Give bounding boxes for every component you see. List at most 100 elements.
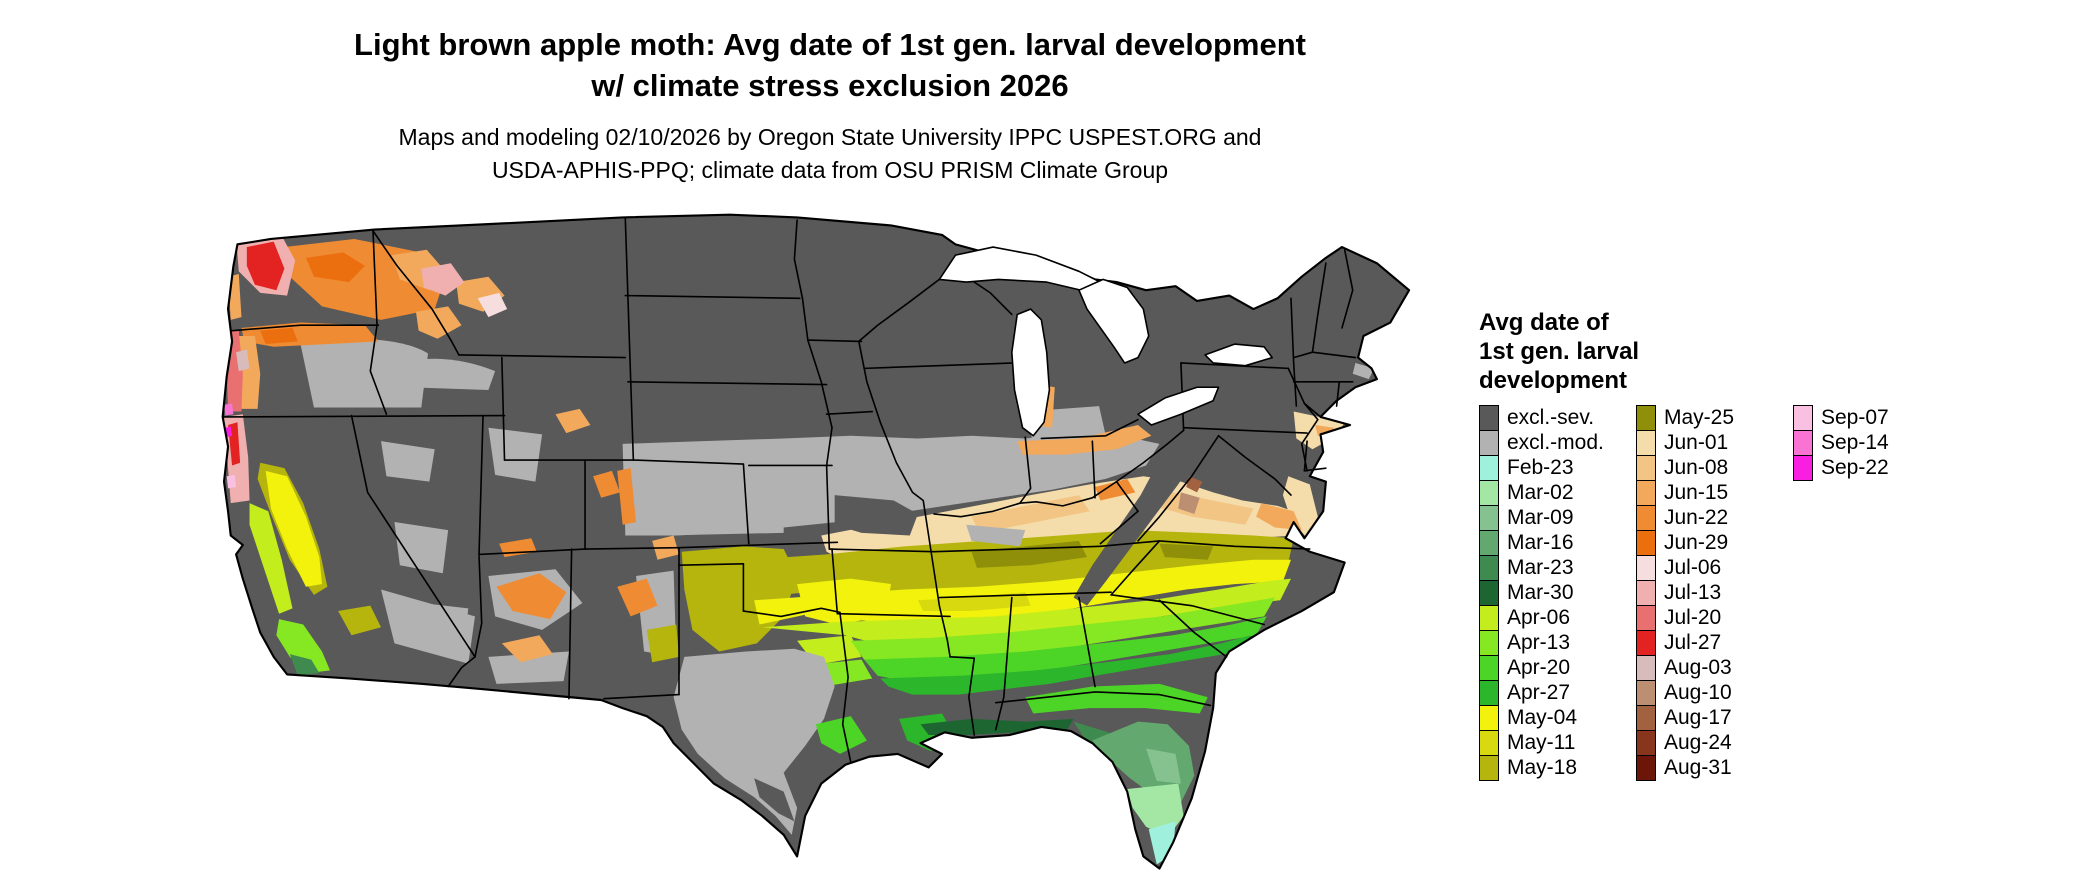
us-map (220, 212, 1448, 882)
legend-row: Aug-31 (1636, 755, 1793, 781)
legend-swatch-mar16 (1479, 530, 1499, 556)
legend-row: Aug-03 (1636, 655, 1793, 681)
map-subtitle-line2: USDA-APHIS-PPQ; climate data from OSU PR… (491, 157, 1169, 183)
map-region-mar09 (1146, 748, 1181, 784)
legend-row: Mar-30 (1479, 580, 1636, 606)
legend-label: May-18 (1507, 756, 1578, 779)
map-region-excl-mod (488, 651, 569, 684)
map-region-aug17 (1186, 476, 1203, 493)
map-region-excl-mod (673, 648, 835, 835)
legend-title-line1: Avg date of (1479, 309, 1609, 336)
legend-label: Mar-23 (1507, 556, 1574, 579)
map-region-jul27 (246, 241, 285, 291)
map-region-jun15 (555, 408, 591, 434)
legend-row: Jun-01 (1636, 430, 1793, 456)
legend-label: Jun-08 (1664, 456, 1729, 479)
map-region-excl-mod (381, 441, 435, 482)
map-region-excl-mod (662, 508, 784, 536)
legend-column-3: Sep-07 Sep-14 Sep-22 (1793, 405, 1950, 481)
legend-row: Sep-14 (1793, 430, 1950, 456)
map-region-apr13 (276, 619, 331, 674)
legend-swatch-jul27 (1636, 630, 1656, 656)
legend-row: Jun-22 (1636, 505, 1793, 531)
legend-swatch-may25 (1636, 405, 1656, 431)
legend-row: Sep-07 (1793, 405, 1950, 431)
map-region-aug10 (1178, 492, 1200, 514)
legend-swatch-mar09 (1479, 505, 1499, 531)
legend-row: Jul-06 (1636, 555, 1793, 581)
legend-label: Mar-02 (1507, 481, 1574, 504)
legend-label: Jul-06 (1664, 556, 1722, 579)
legend-row: May-04 (1479, 705, 1636, 731)
map-region-excl-mod (394, 522, 449, 574)
legend-label: Jun-01 (1664, 431, 1729, 454)
map-region-jul13 (421, 263, 465, 296)
legend-label: Jul-27 (1664, 631, 1722, 654)
lake-ontario (1204, 343, 1273, 367)
legend-label: Sep-22 (1821, 456, 1889, 479)
map-region-jun15 (501, 635, 553, 663)
legend-swatch-mar02 (1479, 480, 1499, 506)
map-region-sep22 (225, 426, 233, 438)
legend-label: Apr-06 (1507, 606, 1571, 629)
legend-swatch-apr27 (1479, 680, 1499, 706)
legend-label: Apr-13 (1507, 631, 1571, 654)
legend-swatch-may04 (1479, 705, 1499, 731)
legend-row: Aug-24 (1636, 730, 1793, 756)
legend-row: Mar-02 (1479, 480, 1636, 506)
map-region-excl-mod (488, 427, 543, 482)
legend-swatch-jun29 (1636, 530, 1656, 556)
legend-swatch-jun15 (1636, 480, 1656, 506)
great-lakes (938, 246, 1273, 437)
legend-swatch-aug03 (1636, 655, 1656, 681)
legend-label: Aug-03 (1664, 656, 1732, 679)
map-region-may04 (754, 559, 1291, 625)
legend-label: Jun-22 (1664, 506, 1729, 529)
map-region-may18 (646, 624, 679, 663)
legend-swatch-apr06 (1479, 605, 1499, 631)
map-region-excl-sev (834, 495, 918, 536)
legend-label: Feb-23 (1507, 456, 1574, 479)
legend-label: Jun-29 (1664, 531, 1729, 554)
legend-swatch-jul06 (1636, 555, 1656, 581)
map-subtitle: Maps and modeling 02/10/2026 by Oregon S… (0, 121, 1660, 187)
legend-row: May-11 (1479, 730, 1636, 756)
legend-swatch-jul20 (1636, 605, 1656, 631)
map-region-excl-sev (754, 778, 795, 822)
map-region-mar23 (289, 654, 320, 676)
map-region-jun22 (617, 468, 637, 525)
legend-swatch-sep22 (1793, 455, 1813, 481)
header: Light brown apple moth: Avg date of 1st … (0, 24, 1660, 187)
map-region-may25 (1159, 543, 1214, 560)
legend-row: excl.-mod. (1479, 430, 1636, 456)
legend-row: Jun-08 (1636, 455, 1793, 481)
map-region-jun08 (971, 495, 1090, 533)
legend-columns: excl.-sev. excl.-mod. Feb-23 Mar-02 Mar-09 Ma… (1479, 405, 1950, 781)
map-region-apr06 (249, 503, 293, 614)
us-map-svg (221, 213, 1411, 870)
map-region-may04 (265, 470, 322, 587)
legend-label: Jul-20 (1664, 606, 1722, 629)
legend-row: Mar-23 (1479, 555, 1636, 581)
legend-swatch-jun22 (1636, 505, 1656, 531)
legend-label: Aug-10 (1664, 681, 1732, 704)
legend-row: Jul-27 (1636, 630, 1793, 656)
legend-row: excl.-sev. (1479, 405, 1636, 431)
map-subtitle-line1: Maps and modeling 02/10/2026 by Oregon S… (398, 124, 1262, 150)
legend-label: Jun-15 (1664, 481, 1729, 504)
map-region-excl-mod (300, 338, 429, 408)
map-region-excl-sev (1073, 416, 1206, 606)
legend-swatch-mar23 (1479, 555, 1499, 581)
map-region-apr13 (850, 597, 1275, 665)
legend-row: Jul-20 (1636, 605, 1793, 631)
legend-row: Mar-16 (1479, 530, 1636, 556)
map-region-jun01 (1282, 476, 1318, 539)
legend-swatch-may11 (1479, 730, 1499, 756)
map-region-jun29 (260, 327, 298, 345)
legend-row: Mar-09 (1479, 505, 1636, 531)
legend-swatch-jun08 (1636, 455, 1656, 481)
map-region-may18 (681, 546, 798, 652)
legend-swatch-aug24 (1636, 730, 1656, 756)
legend-title-line3: development (1479, 367, 1628, 394)
map-title-line1: Light brown apple moth: Avg date of 1st … (354, 27, 1306, 62)
